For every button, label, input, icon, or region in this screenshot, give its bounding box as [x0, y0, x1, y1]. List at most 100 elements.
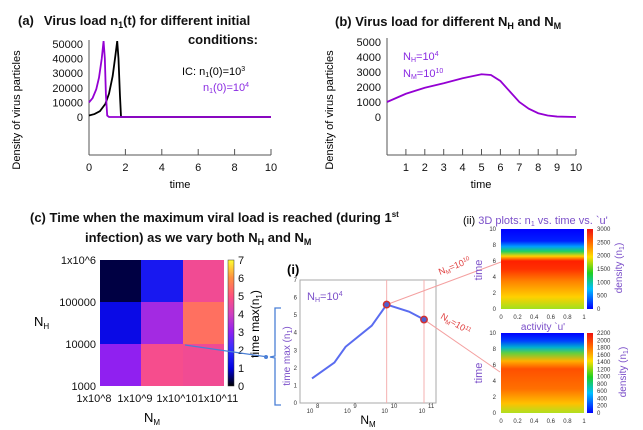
panel-a-plot: 0 10000 20000 30000 40000 50000 0 2 4 6 8 10	[52, 39, 277, 174]
y-tick-label: 4000	[357, 52, 381, 64]
y-tick-label: 10	[489, 331, 496, 337]
heatmap-cell	[183, 260, 224, 302]
x-tick-label: 10	[381, 409, 388, 415]
y-tick-label: 1000	[72, 381, 96, 393]
legend-ic-1e4: n1(0)=104	[203, 82, 249, 95]
x-tick-label: 8	[535, 162, 541, 174]
connector-line	[184, 344, 269, 358]
panel-ii-title: (ii) 3D plots: n1 vs. time vs. `u'	[463, 215, 608, 228]
panel-c-heatmap: 1x10^8 1x10^9 1x10^10 1x10^11 1000 10000 10000…	[59, 255, 244, 405]
y-tick-label: 40000	[52, 54, 83, 66]
x-tick-exponent: 9	[353, 404, 357, 410]
link-line-1e10	[386, 261, 502, 306]
colorbar-tick-label: 1200	[597, 367, 611, 373]
x-tick-label: 10	[570, 162, 582, 174]
panel-b-note-nm: NM=1010	[403, 68, 443, 81]
y-tick-label: 7	[294, 278, 298, 284]
panel-ii-top-ylabel: time	[473, 260, 485, 281]
x-tick-label: 0.8	[563, 315, 572, 321]
y-tick-label: 0	[375, 112, 381, 124]
heatmap-surface	[501, 333, 584, 413]
y-tick-label: 2	[493, 395, 497, 401]
x-tick-label: 2	[422, 162, 428, 174]
panel-a-ylabel: Density of virus particles	[11, 50, 23, 170]
heatmap-cell	[100, 344, 141, 386]
x-tick-label: 10	[307, 409, 314, 415]
heatmap-cell	[183, 344, 224, 386]
panel-i-ylabel: time max (n1)	[282, 326, 294, 385]
highlight-marker	[382, 300, 391, 309]
colorbar-tick-label: 1	[238, 363, 244, 375]
x-tick-label: 0.2	[513, 315, 522, 321]
panel-ii-bottom-ylabel: time	[473, 363, 485, 384]
heatmap-surface	[501, 229, 584, 309]
y-tick-label: 2	[294, 366, 298, 372]
colorbar-tick-label: 400	[597, 396, 608, 402]
colorbar-tick-label: 500	[597, 294, 608, 300]
heatmap-cell	[141, 344, 183, 386]
x-tick-label: 4	[460, 162, 466, 174]
y-tick-label: 4	[493, 275, 497, 281]
plot-frame	[299, 279, 437, 404]
series-line	[311, 303, 425, 380]
x-tick-label: 10	[344, 409, 351, 415]
y-tick-label: 1	[294, 383, 298, 389]
panel-ii-xlabel: activity `u'	[521, 321, 565, 333]
colorbar-tick-label: 4	[238, 309, 244, 321]
panel-c-colorbar-label: time max(n1)	[248, 290, 264, 358]
bracket	[269, 307, 281, 406]
x-tick-label: 1	[582, 315, 586, 321]
x-tick-exponent: 8	[316, 404, 320, 410]
panel-c: (c) Time when the maximum viral load is …	[30, 210, 399, 427]
panel-ii-top-cbar-label: density (n1)	[614, 243, 626, 294]
x-tick-label: 4	[159, 162, 165, 174]
colorbar-tick-label: 6	[238, 273, 244, 285]
colorbar-tick-label: 7	[238, 255, 244, 267]
panel-b-note-nh: NH=104	[403, 51, 439, 64]
x-tick-exponent: 11	[428, 404, 435, 410]
legend-ic-1e3: IC: n1(0)=103	[182, 66, 245, 79]
link-line-1e11	[423, 319, 501, 373]
y-tick-label: 0	[493, 411, 497, 417]
heatmap-cell	[141, 302, 183, 344]
heatmap-cell	[100, 260, 141, 302]
y-tick-label: 1000	[357, 97, 381, 109]
x-tick-label: 5	[478, 162, 484, 174]
y-tick-label: 0	[493, 307, 497, 313]
y-tick-label: 100000	[59, 297, 96, 309]
x-tick-label: 0.4	[530, 315, 539, 321]
colorbar-tick-label: 3	[238, 327, 244, 339]
x-tick-label: 0	[86, 162, 92, 174]
panel-c-xlabel: NM	[144, 410, 160, 427]
heatmap-cell	[100, 302, 141, 344]
connector	[184, 307, 281, 406]
x-tick-label: 0.6	[547, 419, 556, 425]
panel-i-xlabel: NM	[360, 413, 376, 429]
y-tick-label: 10000	[65, 339, 96, 351]
colorbar-tick-label: 2	[238, 345, 244, 357]
colorbar-tick-label: 2500	[597, 240, 611, 246]
annotation-nm-1e10: NM=1010	[437, 255, 473, 279]
x-tick-label: 0	[499, 315, 503, 321]
colorbar-tick-label: 1600	[597, 353, 611, 359]
panel-i-tag: (i)	[287, 262, 299, 277]
y-tick-label: 6	[294, 296, 298, 302]
y-tick-label: 6	[493, 363, 497, 369]
colorbar-tick-label: 800	[597, 382, 608, 388]
connector-dot	[264, 355, 268, 359]
panel-i-note: NH=104	[307, 291, 343, 304]
y-tick-label: 1x10^6	[61, 255, 96, 267]
y-tick-label: 4	[493, 379, 497, 385]
colorbar	[587, 333, 593, 413]
colorbar-tick-label: 200	[597, 404, 608, 410]
y-tick-label: 30000	[52, 68, 83, 80]
x-tick-label: 9	[554, 162, 560, 174]
x-tick-label: 1x10^8	[76, 393, 111, 405]
y-tick-label: 10	[489, 227, 496, 233]
x-tick-label: 10	[265, 162, 277, 174]
x-tick-label: 0.2	[513, 419, 522, 425]
highlight-marker	[420, 315, 428, 324]
x-tick-label: 6	[195, 162, 201, 174]
colorbar-tick-label: 2200	[597, 331, 611, 337]
x-tick-label: 1x10^11	[198, 393, 238, 405]
